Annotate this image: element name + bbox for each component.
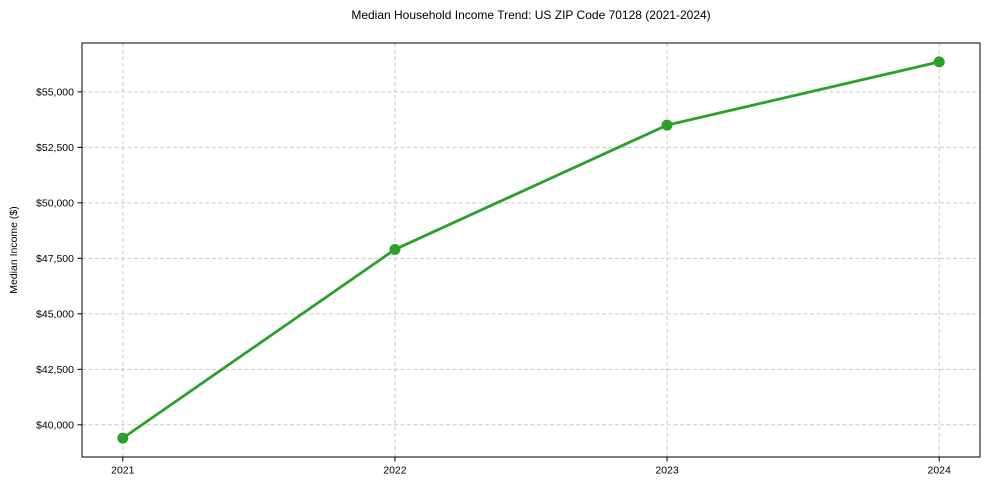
- data-point-marker: [933, 56, 945, 68]
- chart-title: Median Household Income Trend: US ZIP Co…: [351, 8, 711, 22]
- data-point-marker: [661, 119, 673, 131]
- x-tick-label: 2022: [383, 465, 407, 477]
- x-tick-label: 2023: [655, 465, 679, 477]
- y-tick-label: $42,500: [36, 364, 74, 376]
- data-point-marker: [117, 432, 129, 444]
- y-tick-label: $45,000: [36, 309, 74, 321]
- x-tick-label: 2024: [928, 465, 952, 477]
- data-point-marker: [389, 243, 401, 255]
- y-tick-label: $50,000: [36, 198, 74, 210]
- x-tick-label: 2021: [111, 465, 135, 477]
- y-tick-label: $47,500: [36, 253, 74, 265]
- y-tick-label: $52,500: [36, 142, 74, 154]
- plot-border: [81, 42, 981, 458]
- y-tick-label: $40,000: [36, 420, 74, 432]
- trend-line: [121, 60, 941, 440]
- y-tick-label: $55,000: [36, 87, 74, 99]
